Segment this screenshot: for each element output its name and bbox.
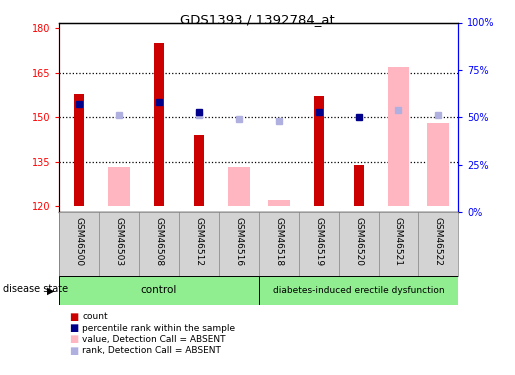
Text: ■: ■ bbox=[70, 346, 79, 355]
Bar bbox=[268, 200, 290, 206]
Text: GDS1393 / 1392784_at: GDS1393 / 1392784_at bbox=[180, 13, 335, 26]
Text: control: control bbox=[141, 285, 177, 295]
Text: count: count bbox=[82, 312, 108, 321]
Text: GSM46516: GSM46516 bbox=[234, 217, 243, 266]
Text: diabetes-induced erectile dysfunction: diabetes-induced erectile dysfunction bbox=[273, 286, 444, 295]
Text: ■: ■ bbox=[70, 312, 79, 322]
Bar bbox=[427, 123, 450, 206]
Text: GSM46519: GSM46519 bbox=[314, 217, 323, 266]
Text: value, Detection Call = ABSENT: value, Detection Call = ABSENT bbox=[82, 335, 226, 344]
Text: disease state: disease state bbox=[3, 285, 67, 294]
Text: GSM46521: GSM46521 bbox=[394, 217, 403, 266]
Text: GSM46500: GSM46500 bbox=[75, 217, 83, 266]
Text: GSM46503: GSM46503 bbox=[115, 217, 124, 266]
Text: GSM46518: GSM46518 bbox=[274, 217, 283, 266]
Bar bbox=[108, 168, 130, 206]
Text: GSM46520: GSM46520 bbox=[354, 217, 363, 266]
Text: rank, Detection Call = ABSENT: rank, Detection Call = ABSENT bbox=[82, 346, 221, 355]
Text: GSM46522: GSM46522 bbox=[434, 217, 443, 266]
Bar bbox=[74, 93, 84, 206]
Text: percentile rank within the sample: percentile rank within the sample bbox=[82, 324, 235, 333]
Text: GSM46508: GSM46508 bbox=[154, 217, 163, 266]
Bar bbox=[314, 96, 323, 206]
Bar bbox=[154, 43, 164, 206]
Text: GSM46512: GSM46512 bbox=[195, 217, 203, 266]
Text: ■: ■ bbox=[70, 323, 79, 333]
Text: ▶: ▶ bbox=[47, 286, 54, 296]
Bar bbox=[194, 135, 204, 206]
Text: ■: ■ bbox=[70, 334, 79, 344]
Bar bbox=[387, 67, 409, 206]
Bar bbox=[59, 276, 259, 304]
Bar bbox=[354, 165, 364, 206]
Bar bbox=[259, 276, 458, 304]
Bar bbox=[228, 168, 250, 206]
